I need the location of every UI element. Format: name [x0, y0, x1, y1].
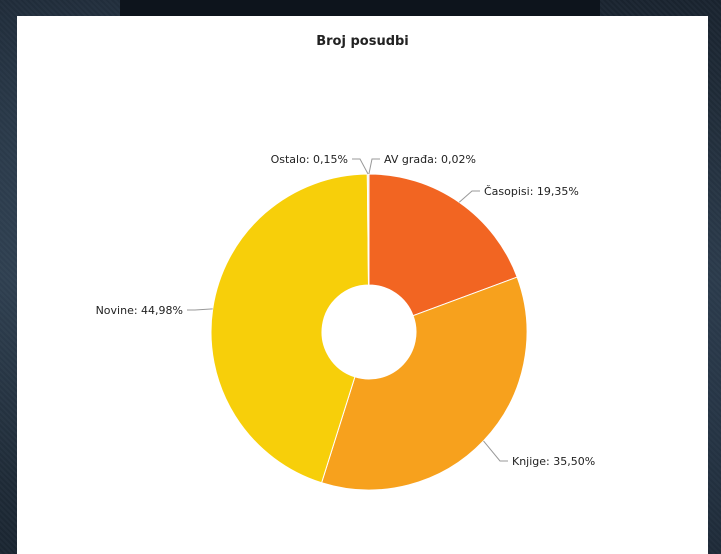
data-label-novine: Novine: 44,98% [96, 304, 183, 317]
connector-casopisi [458, 190, 480, 203]
data-label-casopisi: Časopisi: 19,35% [484, 185, 579, 198]
connector-knjige [483, 440, 508, 462]
pie-chart: Časopisi: 19,35% Knjige: 35,50% Novine: 44… [96, 153, 595, 491]
chart-title: Broj posudbi [316, 34, 409, 49]
connector-novine [187, 308, 213, 311]
top-strip [120, 0, 600, 16]
chart-panel: Broj posudbi Časopisi: 19,35% Knjige: 35,… [17, 16, 708, 554]
data-label-ostalo: Ostalo: 0,15% [271, 153, 348, 166]
pie-slice-knjige[interactable] [320, 276, 528, 491]
connector-av-grada [368, 158, 380, 175]
connector-ostalo [352, 158, 369, 175]
data-label-knjige: Knjige: 35,50% [512, 455, 595, 468]
pie-slice-novine[interactable] [210, 173, 370, 484]
pie-slice-casopisi[interactable] [368, 173, 518, 317]
data-label-av-grada: AV građa: 0,02% [384, 153, 476, 166]
